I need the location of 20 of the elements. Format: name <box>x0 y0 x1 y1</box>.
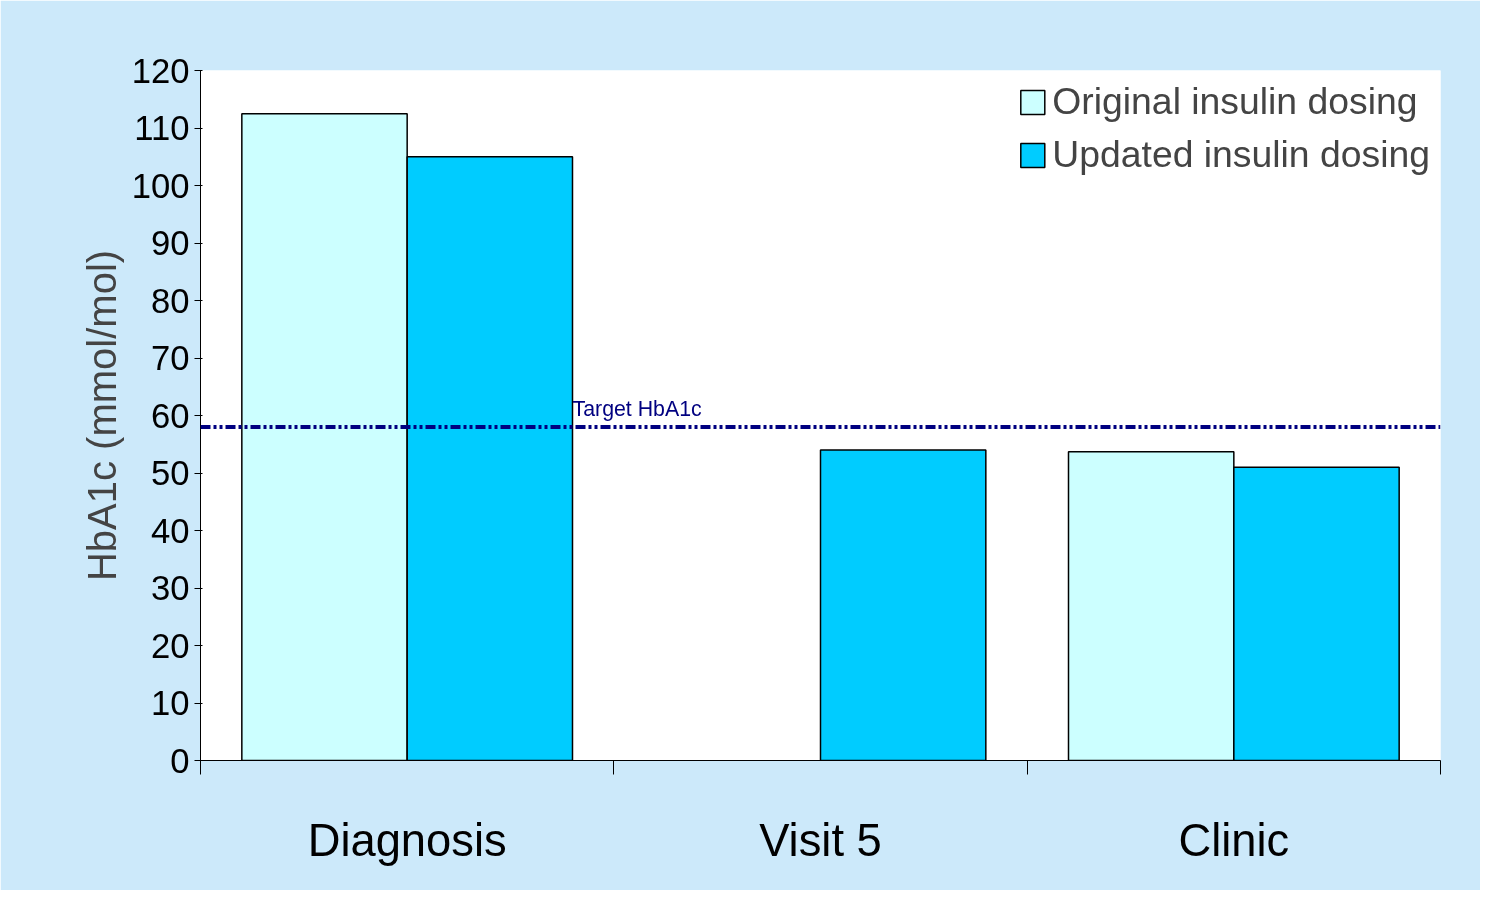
legend-label: Original insulin dosing <box>1052 80 1418 123</box>
y-tick-label: 110 <box>134 109 190 147</box>
y-tick-label: 90 <box>150 224 190 262</box>
y-tick-label: 30 <box>150 569 190 607</box>
y-tick-label: 20 <box>150 626 190 665</box>
y-tick-label: 120 <box>131 51 190 90</box>
y-tick-label: 10 <box>150 684 190 722</box>
y-tick-label: 40 <box>150 511 190 550</box>
x-tick-label: Visit 5 <box>759 814 882 866</box>
y-tick-label: 100 <box>131 166 190 205</box>
x-tick-label: Clinic <box>1178 814 1290 866</box>
y-axis-title: HbA1c (mmol/mol) <box>79 249 124 582</box>
legend-label: Updated insulin dosing <box>1052 133 1430 176</box>
y-tick-label: 0 <box>170 741 190 780</box>
y-tick-label: 50 <box>150 454 190 492</box>
y-tick-label: 60 <box>150 396 190 435</box>
y-tick-label: 80 <box>150 281 190 320</box>
ref-line-label: Target HbA1c <box>572 397 703 421</box>
x-tick-label: Diagnosis <box>307 814 507 866</box>
y-tick-label: 70 <box>150 339 190 377</box>
